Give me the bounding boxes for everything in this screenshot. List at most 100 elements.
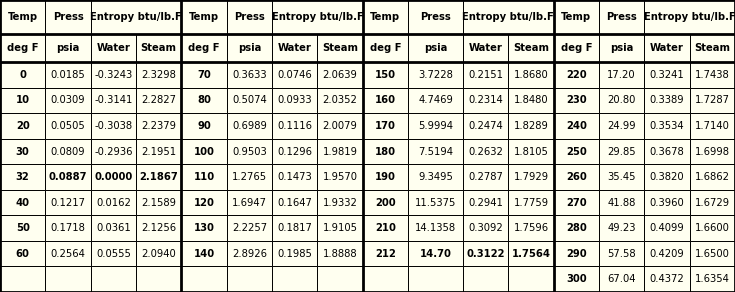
Text: 0.2474: 0.2474 <box>468 121 503 131</box>
Text: 1.6600: 1.6600 <box>695 223 730 233</box>
Bar <box>136 113 182 139</box>
Text: Temp: Temp <box>7 12 37 22</box>
Text: Water: Water <box>469 43 503 53</box>
Text: 2.2379: 2.2379 <box>141 121 176 131</box>
Bar <box>509 164 553 190</box>
Text: 0.1473: 0.1473 <box>277 172 312 182</box>
Text: Water: Water <box>650 43 684 53</box>
Text: 80: 80 <box>197 95 211 105</box>
Text: 49.23: 49.23 <box>607 223 636 233</box>
Bar <box>90 241 136 267</box>
Bar <box>553 267 599 292</box>
Text: 130: 130 <box>193 223 215 233</box>
Bar <box>599 34 645 62</box>
Bar <box>0 113 46 139</box>
Bar <box>553 215 599 241</box>
Bar <box>645 0 735 34</box>
Bar <box>509 34 553 62</box>
Text: 0.1985: 0.1985 <box>277 249 312 259</box>
Bar <box>272 0 363 34</box>
Bar <box>272 62 318 88</box>
Text: 0.2941: 0.2941 <box>468 198 503 208</box>
Bar <box>0 215 46 241</box>
Text: 200: 200 <box>375 198 395 208</box>
Text: 0.2151: 0.2151 <box>468 70 503 80</box>
Bar <box>599 267 645 292</box>
Text: 0.1718: 0.1718 <box>51 223 85 233</box>
Bar <box>318 113 363 139</box>
Text: 170: 170 <box>375 121 396 131</box>
Bar <box>0 164 46 190</box>
Bar <box>46 215 90 241</box>
Text: 14.70: 14.70 <box>420 249 451 259</box>
Text: 120: 120 <box>193 198 215 208</box>
Text: Entropy btu/lb.F: Entropy btu/lb.F <box>644 12 735 22</box>
Bar <box>645 139 689 164</box>
Bar <box>463 62 509 88</box>
Bar <box>599 88 645 113</box>
Bar <box>463 34 509 62</box>
Text: 0.2787: 0.2787 <box>468 172 503 182</box>
Bar <box>0 0 46 34</box>
Bar <box>363 139 408 164</box>
Bar <box>272 164 318 190</box>
Bar <box>182 190 226 215</box>
Bar <box>90 62 136 88</box>
Text: 1.9105: 1.9105 <box>323 223 357 233</box>
Bar <box>463 139 509 164</box>
Bar <box>46 139 90 164</box>
Bar <box>553 241 599 267</box>
Text: -0.3243: -0.3243 <box>94 70 132 80</box>
Text: Steam: Steam <box>322 43 358 53</box>
Bar <box>689 164 735 190</box>
Text: 40: 40 <box>15 198 29 208</box>
Text: Water: Water <box>278 43 312 53</box>
Text: 10: 10 <box>15 95 29 105</box>
Bar <box>90 34 136 62</box>
Text: 1.7140: 1.7140 <box>695 121 730 131</box>
Bar <box>689 190 735 215</box>
Bar <box>136 164 182 190</box>
Text: 0.2564: 0.2564 <box>51 249 85 259</box>
Bar <box>408 0 463 34</box>
Text: 70: 70 <box>197 70 211 80</box>
Text: 150: 150 <box>375 70 396 80</box>
Text: 2.2257: 2.2257 <box>232 223 267 233</box>
Text: 0.0309: 0.0309 <box>51 95 85 105</box>
Bar <box>689 241 735 267</box>
Bar <box>46 88 90 113</box>
Bar <box>599 0 645 34</box>
Text: 0.3092: 0.3092 <box>468 223 503 233</box>
Text: -0.3038: -0.3038 <box>94 121 132 131</box>
Bar <box>318 62 363 88</box>
Bar <box>226 267 272 292</box>
Text: 2.2827: 2.2827 <box>141 95 176 105</box>
Text: 1.6354: 1.6354 <box>695 274 730 284</box>
Bar <box>599 241 645 267</box>
Text: 0.3960: 0.3960 <box>650 198 684 208</box>
Bar <box>136 190 182 215</box>
Bar <box>90 0 182 34</box>
Bar <box>363 190 408 215</box>
Bar <box>645 190 689 215</box>
Text: psia: psia <box>57 43 79 53</box>
Text: 0.2314: 0.2314 <box>468 95 503 105</box>
Text: 1.6500: 1.6500 <box>695 249 730 259</box>
Text: Entropy btu/lb.F: Entropy btu/lb.F <box>90 12 182 22</box>
Text: 29.85: 29.85 <box>607 147 636 157</box>
Bar <box>272 215 318 241</box>
Bar <box>318 88 363 113</box>
Bar <box>463 164 509 190</box>
Bar <box>136 139 182 164</box>
Bar <box>363 0 408 34</box>
Text: 210: 210 <box>375 223 396 233</box>
Bar <box>46 34 90 62</box>
Text: 0.1217: 0.1217 <box>51 198 85 208</box>
Bar <box>463 88 509 113</box>
Text: 30: 30 <box>15 147 29 157</box>
Bar <box>599 139 645 164</box>
Bar <box>182 34 226 62</box>
Text: 1.8680: 1.8680 <box>514 70 548 80</box>
Bar <box>226 190 272 215</box>
Text: 24.99: 24.99 <box>607 121 636 131</box>
